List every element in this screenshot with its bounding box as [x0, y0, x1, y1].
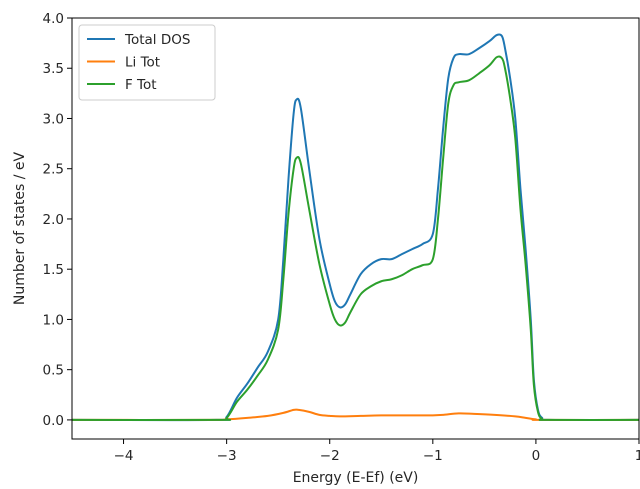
legend-label: Total DOS [124, 32, 190, 48]
legend-box [78, 24, 216, 101]
x-tick-label: 0 [532, 448, 541, 464]
y-axis-ticks: 0.0 0.5 1.0 1.5 2.0 2.5 3.0 3.5 4.0 [43, 11, 72, 429]
legend: Total DOS Li Tot F Tot [78, 24, 216, 101]
x-tick-label: 1 [635, 448, 640, 464]
y-tick-label: 1.5 [43, 262, 64, 278]
y-tick-label: 0.5 [43, 363, 64, 379]
x-tick-label: −4 [114, 448, 134, 464]
y-tick-label: 2.0 [43, 212, 64, 228]
y-axis-label: Number of states / eV [12, 151, 28, 305]
y-tick-label: 2.5 [43, 162, 64, 178]
y-tick-label: 4.0 [43, 11, 64, 27]
series-layer [72, 33, 639, 422]
y-tick-label: 3.0 [43, 111, 64, 127]
series-line-total-dos [72, 33, 639, 422]
x-axis-ticks: −4 −3 −2 −1 0 1 [114, 439, 640, 464]
legend-label: F Tot [125, 77, 157, 93]
legend-label: Li Tot [125, 55, 160, 71]
plot-frame [71, 17, 640, 440]
x-axis-label: Energy (E-Ef) (eV) [293, 470, 419, 486]
y-tick-label: 0.0 [43, 413, 64, 429]
x-tick-label: −2 [320, 448, 340, 464]
x-tick-label: −1 [423, 448, 443, 464]
x-tick-label: −3 [217, 448, 237, 464]
series-line-f-tot [72, 55, 639, 422]
y-tick-label: 1.0 [43, 312, 64, 328]
y-tick-label: 3.5 [43, 61, 64, 77]
series-line-li-tot [72, 408, 639, 421]
